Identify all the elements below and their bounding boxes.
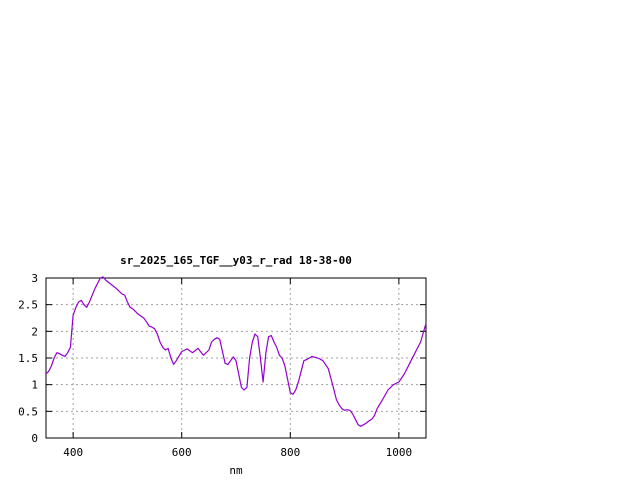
y-tick-label: 0 (31, 432, 38, 445)
y-tick-label: 1.5 (18, 352, 38, 365)
y-tick-label: 1 (31, 379, 38, 392)
y-tick-label: 0.5 (18, 405, 38, 418)
x-axis-label: nm (229, 464, 243, 477)
y-tick-label: 2 (31, 325, 38, 338)
y-tick-label: 2.5 (18, 299, 38, 312)
y-tick-label: 3 (31, 272, 38, 285)
grid-lines (46, 278, 426, 438)
x-tick-label: 600 (172, 446, 192, 459)
series-layer (45, 276, 427, 427)
x-tick-label: 800 (280, 446, 300, 459)
x-tick-label: 400 (63, 446, 83, 459)
x-tick-label: 1000 (386, 446, 413, 459)
axis-ticks (46, 277, 426, 439)
tick-labels: 400 600 800 1000 0 0.5 1 1.5 2 2.5 3 (18, 272, 412, 459)
chart-title: sr_2025_165_TGF__y03_r_rad 18-38-00 (120, 254, 352, 267)
spectrum-line (45, 276, 427, 427)
